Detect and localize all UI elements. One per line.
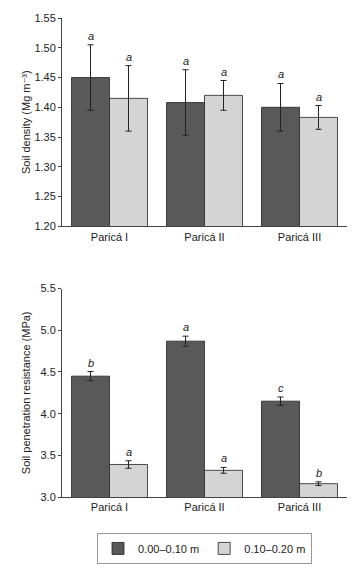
svg-text:Soil penetration resistance (M: Soil penetration resistance (MPa) — [20, 311, 32, 474]
svg-text:a: a — [316, 91, 322, 103]
svg-text:1.40: 1.40 — [34, 101, 55, 113]
svg-text:c: c — [278, 382, 284, 394]
svg-text:Paricá I: Paricá I — [91, 231, 128, 243]
svg-text:1.25: 1.25 — [34, 190, 55, 202]
svg-text:Soil density (Mg m⁻³): Soil density (Mg m⁻³) — [20, 70, 32, 174]
svg-text:4.0: 4.0 — [41, 408, 56, 420]
svg-text:1.55: 1.55 — [34, 12, 55, 24]
svg-text:4.5: 4.5 — [41, 366, 56, 378]
svg-text:a: a — [221, 452, 227, 464]
svg-text:1.50: 1.50 — [34, 42, 55, 54]
svg-text:Paricá II: Paricá II — [184, 231, 224, 243]
svg-text:3.0: 3.0 — [41, 491, 56, 503]
svg-text:1.35: 1.35 — [34, 131, 55, 143]
svg-text:1.30: 1.30 — [34, 161, 55, 173]
svg-text:Paricá III: Paricá III — [278, 501, 321, 513]
svg-text:a: a — [88, 30, 94, 42]
svg-text:a: a — [183, 321, 189, 333]
svg-text:5.0: 5.0 — [41, 324, 56, 336]
svg-text:a: a — [183, 55, 189, 67]
svg-text:Paricá II: Paricá II — [184, 501, 224, 513]
svg-text:Paricá I: Paricá I — [91, 501, 128, 513]
svg-text:a: a — [221, 66, 227, 78]
svg-text:1.45: 1.45 — [34, 71, 55, 83]
svg-text:a: a — [126, 446, 132, 458]
svg-text:a: a — [278, 68, 284, 80]
svg-text:a: a — [126, 51, 132, 63]
svg-text:1.20: 1.20 — [34, 220, 55, 232]
svg-text:5.5: 5.5 — [41, 282, 56, 294]
svg-text:Paricá III: Paricá III — [278, 231, 321, 243]
svg-text:3.5: 3.5 — [41, 449, 56, 461]
svg-text:b: b — [88, 357, 94, 369]
svg-text:0.10–0.20 m: 0.10–0.20 m — [244, 543, 305, 555]
svg-text:0.00–0.10 m: 0.00–0.10 m — [138, 543, 199, 555]
svg-text:b: b — [316, 467, 322, 479]
